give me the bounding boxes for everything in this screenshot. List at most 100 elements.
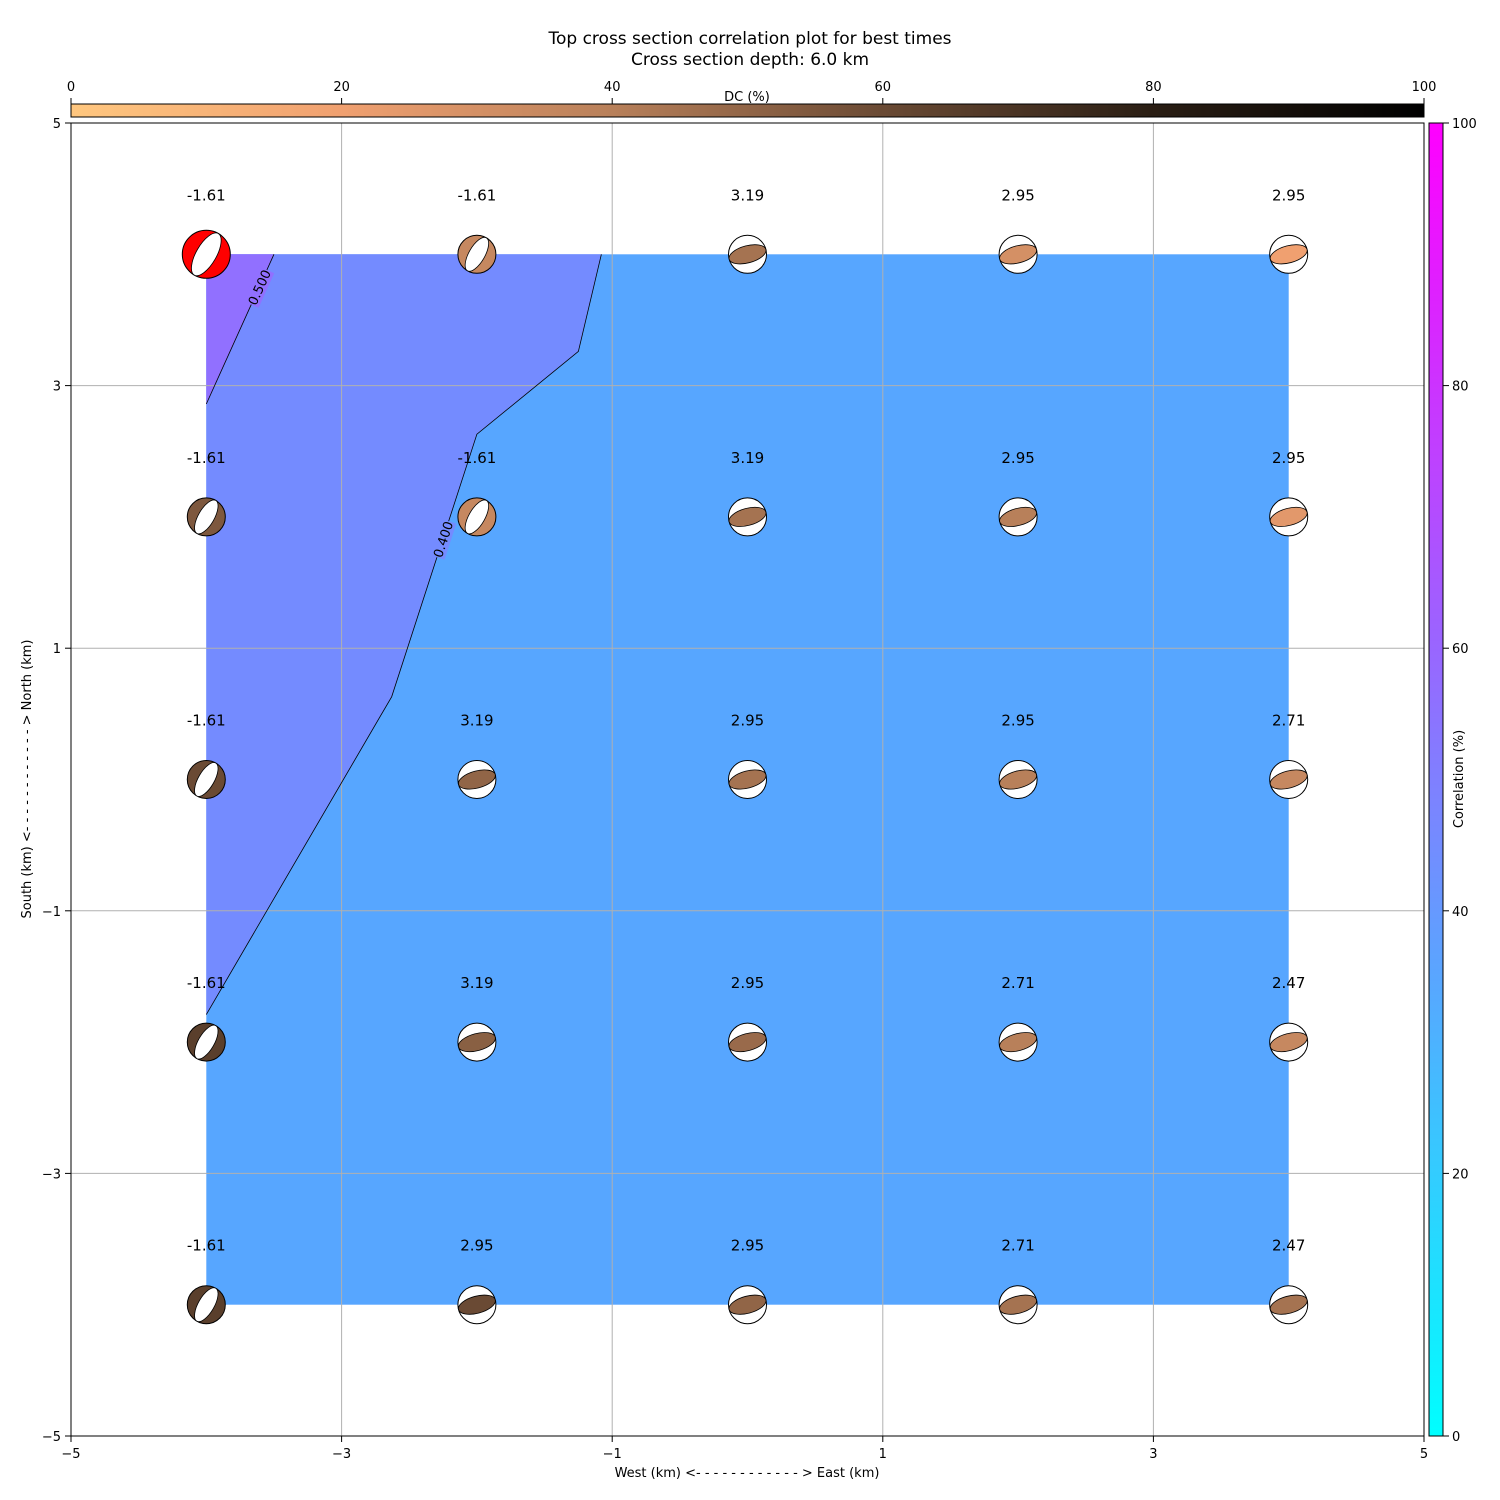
beachball (1269, 497, 1309, 537)
correlation-colorbar-label: Correlation (%) (1452, 730, 1467, 828)
beachball (1269, 234, 1309, 274)
beachball-compressional (1269, 506, 1308, 527)
time-label: -1.61 (457, 186, 496, 204)
beachball (186, 1285, 226, 1325)
beachball-compressional (728, 769, 767, 790)
beachball (998, 1022, 1038, 1062)
time-label: 2.95 (1001, 449, 1034, 467)
beachball (457, 760, 497, 799)
beachball-compressional (728, 1032, 767, 1053)
time-label: 2.71 (1272, 712, 1305, 730)
beachball (1269, 1022, 1309, 1062)
beachball-dilatational (194, 762, 219, 797)
time-label: 3.19 (460, 974, 493, 992)
correlation-colorbar-tick-label: 60 (1452, 642, 1469, 657)
beachball (998, 497, 1038, 537)
x-tick-label: −5 (61, 1447, 80, 1462)
y-axis-label: South (km) <- - - - - - - - - - - - > No… (20, 639, 35, 918)
beachball-dilatational (464, 499, 490, 535)
x-tick-label: 1 (879, 1447, 887, 1462)
chart-subtitle: Cross section depth: 6.0 km (631, 50, 869, 70)
time-label: 3.19 (731, 449, 764, 467)
time-label: 2.95 (460, 1237, 493, 1255)
beachball-compressional (728, 506, 767, 527)
time-label: -1.61 (187, 712, 226, 730)
beachball-compressional (728, 1294, 767, 1315)
contour-label-background (428, 518, 457, 560)
time-label: 2.95 (1272, 449, 1305, 467)
beachball-dilatational (464, 236, 490, 272)
beachball-compressional (999, 1294, 1037, 1315)
time-label: 2.71 (1001, 974, 1034, 992)
time-label: 2.71 (1001, 1237, 1034, 1255)
x-axis-label: West (km) <- - - - - - - - - - - - > Eas… (615, 1466, 880, 1481)
beachball (186, 760, 226, 799)
beachball-compressional (458, 1294, 496, 1315)
time-label: 2.95 (1272, 186, 1305, 204)
dc-colorbar-tick-label: 60 (875, 80, 892, 95)
beachball (457, 1285, 497, 1325)
beachball-compressional (1269, 1294, 1308, 1315)
time-label: -1.61 (187, 449, 226, 467)
beachball (457, 497, 497, 537)
beachball (728, 1022, 767, 1062)
y-tick-label: −3 (42, 1167, 61, 1182)
y-tick-label: 5 (53, 117, 61, 132)
time-label: -1.61 (457, 449, 496, 467)
beachball (457, 234, 497, 274)
y-tick-label: −5 (42, 1430, 61, 1445)
correlation-colorbar: Correlation (%) 0 20 40 60 80 100 (1428, 117, 1477, 1445)
time-label: 3.19 (731, 186, 764, 204)
time-label: 2.95 (731, 1237, 764, 1255)
time-label: -1.61 (187, 974, 226, 992)
beachball (1269, 1285, 1309, 1325)
beachball-dilatational (194, 1287, 219, 1323)
beachball-compressional (728, 244, 767, 265)
best-beachball (181, 229, 231, 279)
beachball-compressional (1269, 1032, 1308, 1053)
time-label: -1.61 (187, 186, 226, 204)
beachball (728, 234, 767, 274)
chart-title: Top cross section correlation plot for b… (547, 29, 951, 49)
correlation-colorbar-tick-label: 20 (1452, 1167, 1469, 1182)
time-label: 2.95 (731, 974, 764, 992)
time-label: 2.95 (1001, 712, 1034, 730)
time-label: 2.47 (1272, 974, 1305, 992)
beachball-compressional (999, 506, 1037, 527)
beachball-dilatational (194, 1024, 219, 1060)
beachball-compressional (999, 769, 1037, 790)
dc-colorbar-tick-label: 20 (333, 80, 350, 95)
y-tick-label: 3 (53, 380, 61, 395)
x-tick-label: 5 (1420, 1447, 1428, 1462)
correlation-colorbar-gradient (1428, 122, 1444, 1437)
beachball-compressional (1269, 769, 1308, 790)
x-tick-label: −1 (603, 1447, 622, 1462)
correlation-colorbar-tick-label: 100 (1452, 117, 1477, 132)
beachball (998, 760, 1038, 799)
y-tick-label: −1 (42, 905, 61, 920)
beachball-dilatational (194, 499, 219, 535)
dc-colorbar-tick-label: 0 (67, 80, 75, 95)
time-label: 2.95 (1001, 186, 1034, 204)
beachball-compressional (458, 1032, 496, 1053)
correlation-colorbar-tick-label: 80 (1452, 380, 1469, 395)
beachball-compressional (458, 769, 496, 790)
dc-colorbar-label: DC (%) (724, 90, 770, 105)
dc-colorbar-tick-label: 40 (604, 80, 621, 95)
beachball-dilatational (191, 232, 222, 277)
beachball (998, 1285, 1038, 1325)
beachball (186, 497, 226, 537)
beachball (728, 497, 767, 537)
beachball-compressional (1269, 244, 1308, 265)
time-label: 2.95 (731, 712, 764, 730)
dc-colorbar-gradient (70, 103, 1425, 118)
dc-colorbar-tick-label: 100 (1412, 80, 1437, 95)
correlation-fill-mid (206, 254, 602, 1015)
time-label: 2.47 (1272, 1237, 1305, 1255)
beachball (728, 1285, 767, 1325)
beachball (1269, 760, 1309, 799)
x-tick-label: 3 (1149, 1447, 1157, 1462)
dc-colorbar: DC (%) 0 20 40 60 80 100 (67, 80, 1437, 118)
